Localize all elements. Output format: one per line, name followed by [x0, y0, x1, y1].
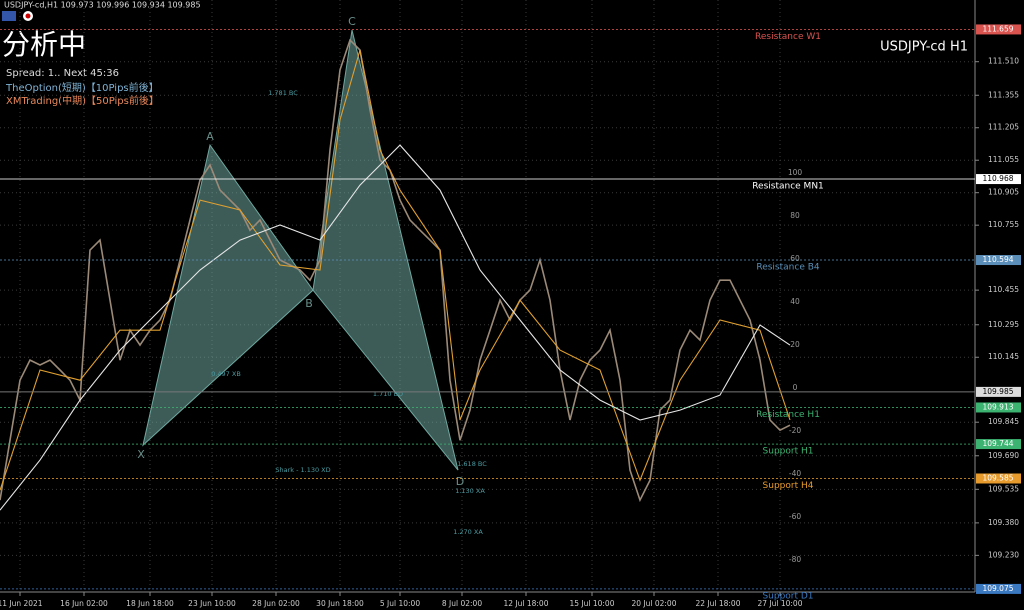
- level-price-box: [976, 473, 1021, 484]
- x-tick-label: 30 Jun 18:00: [316, 599, 364, 608]
- level-price-box: [976, 439, 1021, 450]
- flag-icon: [2, 11, 16, 21]
- y-tick-label: 111.510: [988, 57, 1019, 66]
- level-name: Resistance W1: [755, 32, 821, 42]
- x-tick-label: 16 Jun 02:00: [60, 599, 108, 608]
- current-price: 109.985: [982, 387, 1013, 396]
- y-tick-label: 109.380: [988, 518, 1019, 527]
- level-name: Support H4: [763, 481, 814, 491]
- pattern-label: C: [348, 15, 356, 28]
- osc-tick-label: -80: [789, 555, 801, 564]
- y-tick-label: 110.455: [988, 285, 1019, 294]
- level-price-box: [976, 174, 1021, 185]
- osc-tick-label: 60: [790, 254, 800, 263]
- pattern-triangle: [312, 29, 459, 471]
- x-tick-label: 23 Jun 10:00: [188, 599, 236, 608]
- osc-tick-label: 0: [793, 383, 798, 392]
- level-price: 110.968: [982, 174, 1013, 183]
- status: 分析中: [2, 28, 86, 61]
- pattern-ratio: 1.618 BC: [457, 460, 487, 468]
- y-tick-label: 111.355: [988, 90, 1019, 99]
- x-tick-label: 15 Jul 10:00: [570, 599, 615, 608]
- x-tick-label: 8 Jul 02:00: [442, 599, 482, 608]
- y-tick-label: 109.845: [988, 417, 1019, 426]
- current-price-box: [976, 386, 1021, 397]
- x-tick-label: 22 Jul 18:00: [696, 599, 741, 608]
- level-price: 109.585: [982, 473, 1013, 482]
- series-line: [0, 144, 791, 511]
- level-name: Resistance H1: [756, 410, 820, 420]
- x-tick-label: 28 Jun 02:00: [252, 599, 300, 608]
- x-tick-label: 27 Jul 10:00: [758, 599, 803, 608]
- level-name: Resistance B4: [756, 263, 820, 273]
- level-price: 111.659: [982, 24, 1013, 33]
- symbol-label: USDJPY-cd H1: [880, 40, 968, 55]
- y-tick-label: 110.755: [988, 220, 1019, 229]
- level-price: 109.913: [982, 402, 1013, 411]
- pattern-ratio: 0.497 XB: [211, 370, 241, 378]
- series-line: [0, 38, 791, 503]
- y-tick-label: 110.145: [988, 352, 1019, 361]
- spread: Spread: 1.. Next 45:36: [6, 68, 119, 79]
- header: USDJPY-cd,H1 109.973 109.996 109.934 109…: [4, 1, 201, 10]
- pattern-ratio: Shark - 1.130 XD: [275, 466, 330, 474]
- pattern-ratio: 1.270 XA: [453, 528, 483, 536]
- pattern-label: A: [206, 130, 214, 143]
- level-price: 110.594: [982, 255, 1013, 264]
- level-name: Support H1: [763, 447, 814, 457]
- signal: XMTrading(中期)【50Pips前後】: [6, 94, 159, 107]
- x-tick-label: 18 Jun 18:00: [126, 599, 174, 608]
- level-price-box: [976, 24, 1021, 35]
- level-price: 109.744: [982, 439, 1013, 448]
- osc-tick-label: 40: [790, 297, 800, 306]
- x-tick-label: 20 Jul 02:00: [632, 599, 677, 608]
- x-tick-label: 11 Jun 2021: [0, 599, 43, 608]
- level-name: Support D1: [762, 591, 813, 601]
- y-tick-label: 110.905: [988, 188, 1019, 197]
- osc-tick-label: -60: [789, 512, 801, 521]
- level-price-box: [976, 255, 1021, 266]
- y-tick-label: 111.205: [988, 123, 1019, 132]
- osc-tick-label: 100: [788, 168, 803, 177]
- y-tick-label: 109.690: [988, 451, 1019, 460]
- osc-tick-label: -40: [789, 469, 801, 478]
- level-price-box: [976, 583, 1021, 594]
- pattern-label: D: [456, 475, 464, 488]
- pattern-ratio: 1.710 BD: [373, 390, 403, 398]
- pattern-ratio: 1.130 XA: [455, 487, 485, 495]
- y-tick-label: 111.055: [988, 155, 1019, 164]
- flag-icon: [25, 13, 31, 19]
- pattern-ratio: 1.781 BC: [268, 89, 298, 97]
- level-price: 109.075: [982, 584, 1013, 593]
- x-tick-label: 12 Jul 18:00: [504, 599, 549, 608]
- y-tick-label: 109.230: [988, 550, 1019, 559]
- level-name: Resistance MN1: [752, 182, 824, 192]
- series-line: [0, 49, 791, 491]
- y-tick-label: 109.535: [988, 484, 1019, 493]
- pattern-triangle: [142, 143, 314, 447]
- pattern-label: B: [305, 297, 313, 310]
- x-tick-label: 5 Jul 10:00: [380, 599, 420, 608]
- osc-tick-label: 80: [790, 211, 800, 220]
- y-tick-label: 110.295: [988, 320, 1019, 329]
- osc-tick-label: -20: [789, 426, 801, 435]
- signal: TheOption(短期)【10Pips前後】: [5, 81, 159, 94]
- level-price-box: [976, 402, 1021, 413]
- osc-tick-label: 20: [790, 340, 800, 349]
- pattern-label: X: [137, 448, 145, 461]
